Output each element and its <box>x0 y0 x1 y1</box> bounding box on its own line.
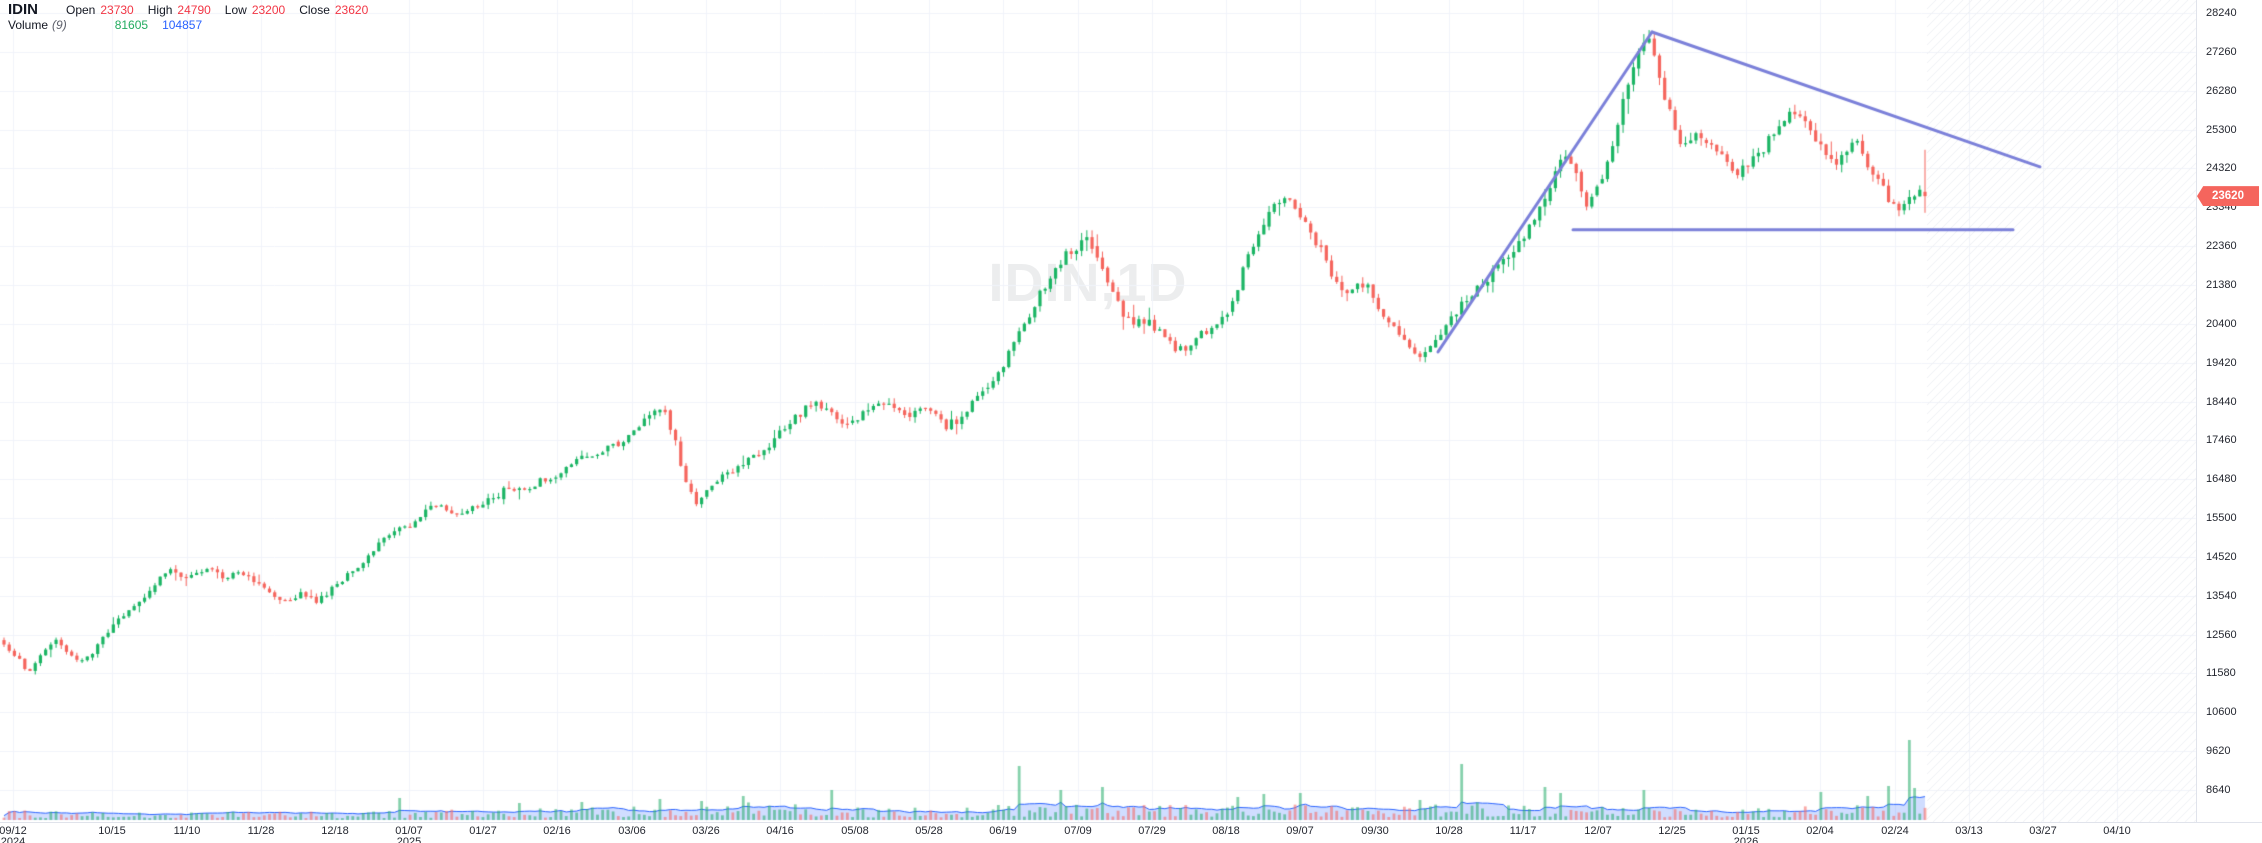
volume-period: (9) <box>52 18 67 32</box>
price-tick-label: 25300 <box>2206 123 2237 136</box>
time-tick-label: 02/16 <box>543 825 571 837</box>
time-tick-label: 07/29 <box>1138 825 1166 837</box>
time-tick-label: 12/07 <box>1584 825 1612 837</box>
time-tick-label: 12/25 <box>1658 825 1686 837</box>
time-tick-year: 2024 <box>0 836 26 843</box>
price-tick-label: 24320 <box>2206 162 2237 175</box>
time-tick-label: 02/24 <box>1881 825 1909 837</box>
time-tick-label: 10/28 <box>1435 825 1463 837</box>
price-tick-label: 16480 <box>2206 473 2237 486</box>
time-tick-label: 03/27 <box>2029 825 2057 837</box>
price-tick-label: 18440 <box>2206 395 2237 408</box>
price-tick-label: 20400 <box>2206 317 2237 330</box>
volume-label: Volume <box>8 18 49 32</box>
price-axis[interactable]: 28240 27260 26280 25300 24320 23340 22360 21380… <box>2196 0 2262 822</box>
time-tick-label: 03/26 <box>692 825 720 837</box>
price-tick-label: 10600 <box>2206 706 2237 719</box>
time-tick-label: 11/10 <box>173 825 201 837</box>
time-tick-label: 02/04 <box>1806 825 1834 837</box>
price-tick-label: 17460 <box>2206 434 2237 447</box>
time-tick-label: 11/17 <box>1509 825 1537 837</box>
time-tick-label: 03/06 <box>618 825 646 837</box>
time-tick-label: 01/27 <box>469 825 497 837</box>
price-tick-label: 27260 <box>2206 45 2237 58</box>
price-tick-label: 19420 <box>2206 356 2237 369</box>
symbol-title[interactable]: IDIN <box>8 1 38 18</box>
time-tick-label: 06/19 <box>989 825 1017 837</box>
time-tick-label: 05/08 <box>841 825 869 837</box>
time-tick-label: 07/09 <box>1064 825 1092 837</box>
time-tick-year: 2025 <box>396 836 422 843</box>
price-tick-label: 26280 <box>2206 84 2237 97</box>
price-tick-label: 9620 <box>2206 745 2231 758</box>
legend: IDIN Open 23730 High 24790 Low 23200 Clo… <box>8 2 382 33</box>
price-tick-label: 28240 <box>2206 7 2237 19</box>
volume-row: Volume (9) 81605 104857 <box>8 18 382 33</box>
open-label: Open <box>66 3 96 17</box>
time-tick-label: 01/07 2025 <box>395 826 423 843</box>
high-value: 24790 <box>177 3 211 17</box>
time-tick-label: 09/12 2024 <box>0 826 27 843</box>
time-tick-label: 04/10 <box>2103 825 2131 837</box>
time-tick-label: 09/07 <box>1286 825 1314 837</box>
time-tick-label: 08/18 <box>1212 825 1240 837</box>
close-value: 23620 <box>334 3 369 17</box>
last-price-tag: 23620 <box>2197 186 2259 207</box>
time-tick-label: 10/15 <box>98 825 126 837</box>
time-tick-label: 11/28 <box>247 825 275 837</box>
time-tick-label: 01/15 2026 <box>1732 826 1760 843</box>
close-label: Close <box>299 3 330 17</box>
time-tick-label: 03/13 <box>1955 825 1983 837</box>
low-label: Low <box>224 3 247 17</box>
price-tick-label: 21380 <box>2206 278 2237 291</box>
time-tick-label: 04/16 <box>766 825 794 837</box>
time-tick-label: 12/18 <box>321 825 349 837</box>
time-axis[interactable]: 09/12 2024 10/15 11/10 11/28 12/18 01/07 2025 01… <box>0 822 2262 843</box>
volume-ma-value: 104857 <box>162 18 203 32</box>
time-tick-year: 2026 <box>1733 836 1759 843</box>
price-tick-label: 8640 <box>2206 784 2231 796</box>
last-price-tag-value: 23620 <box>2212 190 2244 203</box>
ohlc-row: IDIN Open 23730 High 24790 Low 23200 Clo… <box>8 2 382 18</box>
time-tick-label: 09/30 <box>1361 825 1389 837</box>
price-tick-label: 12560 <box>2206 628 2237 641</box>
volume-value: 81605 <box>114 18 149 32</box>
price-tick-label: 22360 <box>2206 240 2237 253</box>
time-tick-label: 05/28 <box>915 825 943 837</box>
price-tick-label: 14520 <box>2206 550 2237 563</box>
price-tick-label: 15500 <box>2206 512 2237 525</box>
price-tick-label: 13540 <box>2206 589 2237 602</box>
low-value: 23200 <box>251 3 286 17</box>
open-value: 23730 <box>100 3 134 17</box>
high-label: High <box>147 3 173 17</box>
price-tick-label: 11580 <box>2206 667 2236 680</box>
